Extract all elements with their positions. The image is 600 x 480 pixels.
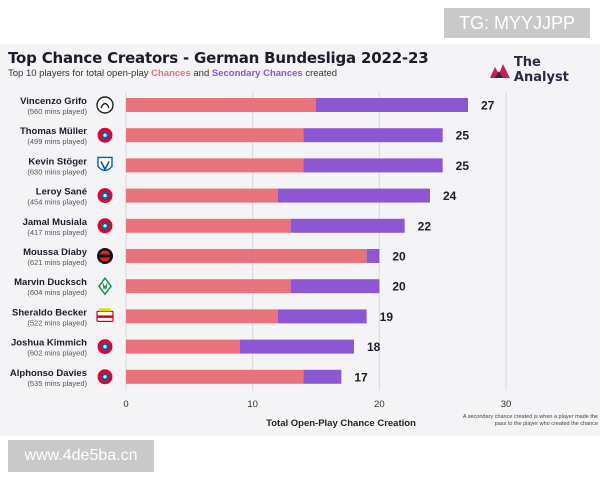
bar-total-label: 25 [456, 129, 470, 143]
bayern-crest-icon [96, 368, 114, 386]
bar-chances [126, 188, 278, 203]
bar-total-label: 20 [392, 250, 406, 264]
bar-secondary [316, 98, 468, 112]
player-name: Thomas Müller [20, 126, 87, 137]
player-minutes: (630 mins played) [27, 167, 87, 176]
player-name: Leroy Sané [36, 187, 87, 198]
bar-chances [126, 369, 304, 384]
bayern-crest-icon [96, 217, 114, 235]
freiburg-crest-icon [96, 96, 114, 114]
player-minutes: (417 mins played) [27, 228, 87, 237]
player-minutes: (604 mins played) [27, 288, 87, 297]
player-name: Joshua Kimmich [11, 338, 87, 349]
brand-name: The Analyst [513, 55, 569, 85]
bar-chances [126, 218, 291, 233]
bar-chances [126, 339, 240, 354]
bayern-crest-icon [96, 338, 114, 356]
leverkusen-crest-icon [97, 248, 113, 264]
brand-logo: The Analyst [490, 55, 600, 85]
bar-total-label: 17 [354, 370, 368, 384]
x-tick-label: 0 [123, 399, 128, 410]
bar-secondary [303, 158, 443, 173]
player-name: Jamal Musiala [23, 217, 88, 228]
x-axis-label: Total Open-Play Chance Creation [266, 418, 416, 429]
bar-total-label: 22 [418, 219, 432, 233]
x-tick-label: 20 [374, 399, 385, 410]
player-minutes: (535 mins played) [27, 379, 87, 388]
bar-secondary [278, 309, 367, 324]
bar-total-label: 24 [443, 189, 457, 203]
bar-total-label: 19 [380, 310, 394, 324]
player-minutes: (522 mins played) [27, 318, 87, 327]
watermark-bottom: www.4de5ba.cn [8, 440, 154, 472]
bar-chances [126, 279, 291, 294]
bar-secondary [290, 279, 380, 294]
bar-chances [126, 158, 304, 173]
bar-total-label: 18 [367, 340, 381, 354]
subtitle-suffix: created [302, 68, 338, 79]
bayern-crest-icon [96, 126, 114, 144]
bar-secondary [290, 218, 405, 233]
player-minutes: (560 mins played) [27, 107, 87, 116]
player-name: Marvin Ducksch [14, 277, 87, 288]
x-tick-label: 30 [501, 399, 512, 410]
player-name: Sheraldo Becker [12, 307, 87, 318]
player-name: Moussa Diaby [23, 247, 88, 258]
bar-chances [126, 249, 367, 263]
subtitle-and: and [190, 68, 212, 79]
player-minutes: (454 mins played) [27, 198, 87, 207]
player-name: Kevin Stöger [28, 156, 87, 167]
player-minutes: (621 mins played) [27, 258, 87, 267]
bar-chances [126, 309, 278, 324]
x-tick-label: 10 [247, 399, 258, 410]
subtitle-prefix: Top 10 players for total open-play [8, 68, 152, 79]
subtitle-secondary-legend: Secondary Chances [211, 68, 303, 79]
bar-secondary [366, 249, 380, 263]
bar-secondary [303, 128, 443, 143]
bayern-crest-icon [96, 187, 114, 205]
chart-subtitle: Top 10 players for total open-play Chanc… [8, 68, 337, 79]
bremen-crest-icon [98, 276, 112, 296]
bochum-crest-icon [97, 156, 113, 172]
analyst-logo-icon [490, 64, 510, 78]
bar-secondary [240, 339, 354, 354]
bar-total-label: 27 [481, 99, 495, 113]
bar-chances [126, 98, 316, 112]
bar-chances [126, 128, 304, 143]
subtitle-chances-legend: Chances [151, 68, 191, 79]
player-minutes: (499 mins played) [27, 137, 87, 146]
union-crest-icon [96, 308, 114, 322]
bar-secondary [303, 369, 342, 384]
player-name: Alphonso Davies [10, 368, 87, 379]
bar-total-label: 20 [392, 280, 406, 294]
chart-title: Top Chance Creators - German Bundesliga … [8, 49, 429, 67]
bar-secondary [278, 188, 430, 203]
watermark-top: TG: MYYJJPP [444, 8, 590, 38]
bar-total-label: 25 [456, 159, 470, 173]
player-minutes: (602 mins played) [27, 349, 87, 358]
player-name: Vincenzo Grifo [20, 96, 87, 107]
chart-footnote: A secondary chance created is when a pla… [462, 414, 598, 427]
